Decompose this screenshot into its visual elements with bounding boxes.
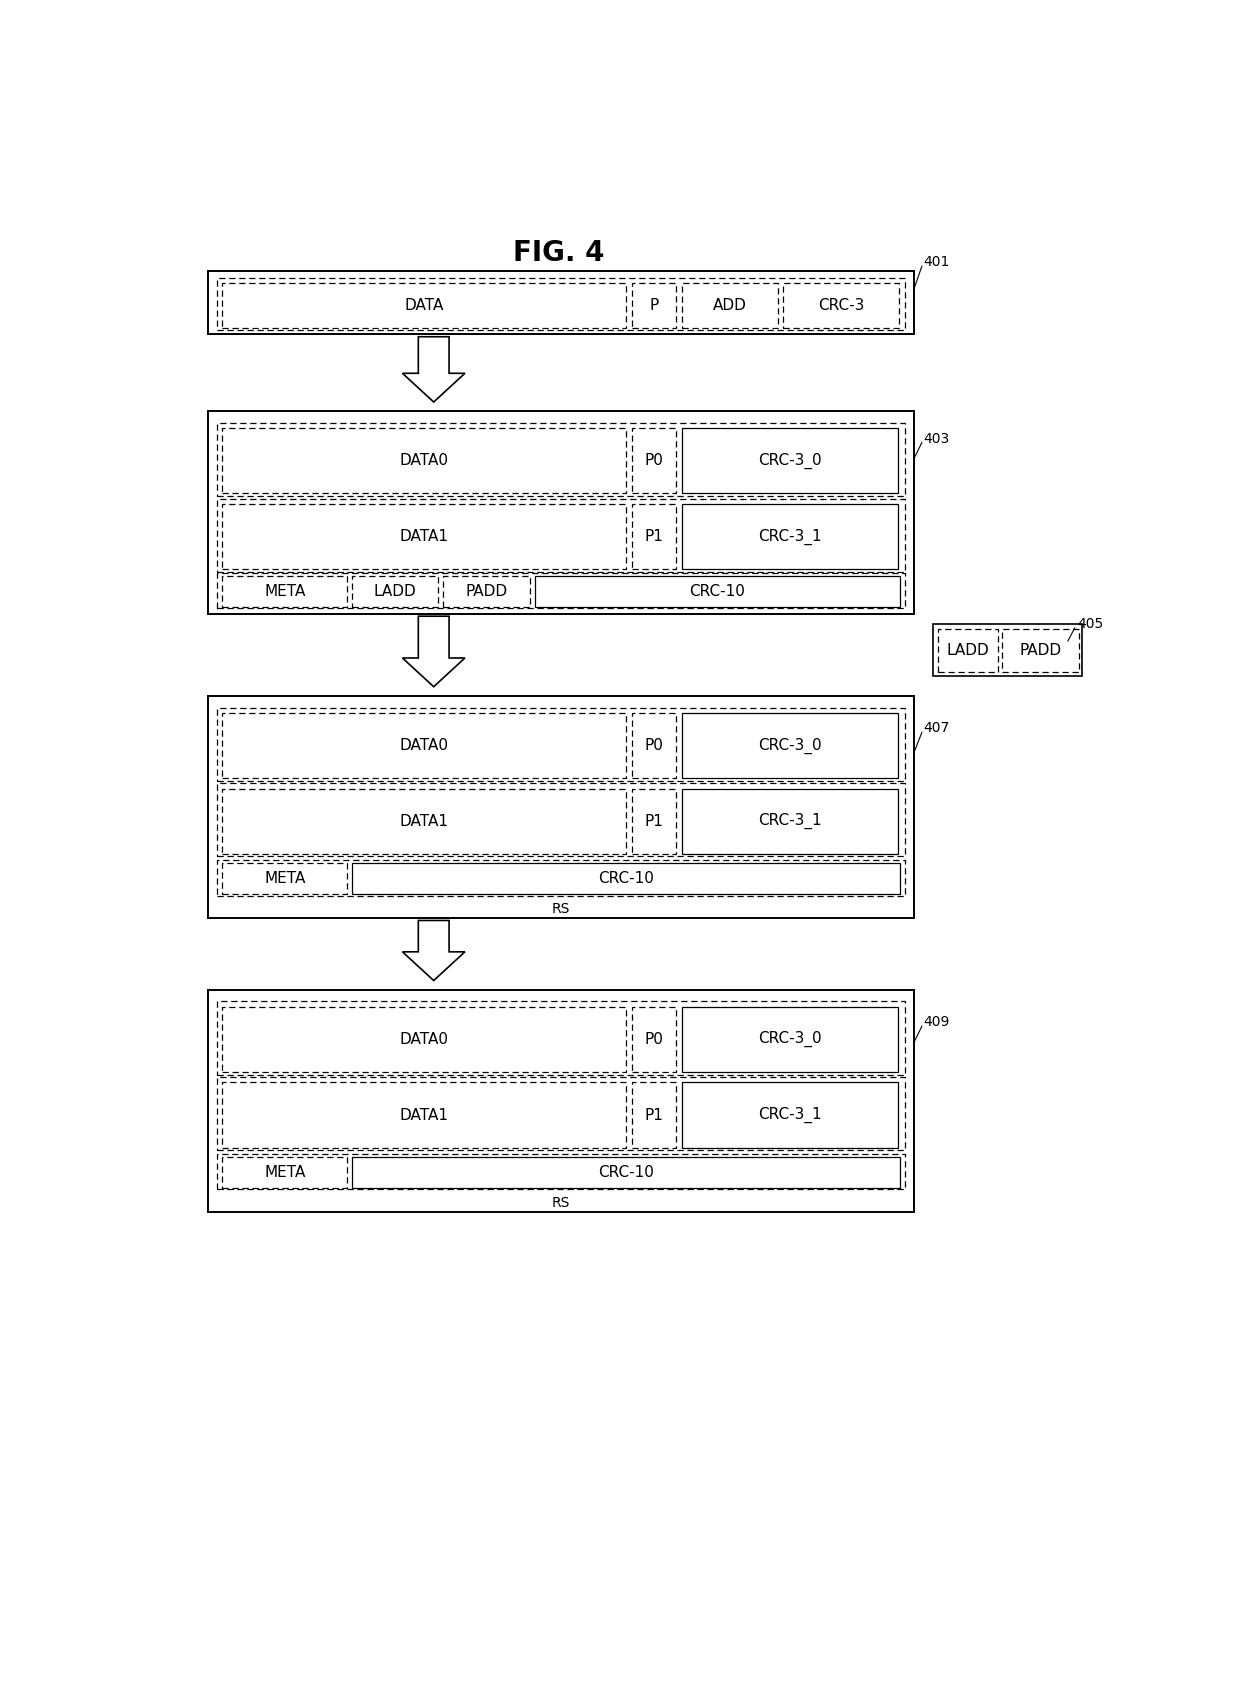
Bar — [682, 789, 898, 853]
Text: CRC-3_1: CRC-3_1 — [758, 812, 822, 829]
Text: 403: 403 — [924, 431, 950, 446]
Bar — [222, 283, 626, 327]
Bar — [217, 422, 905, 495]
Text: DATA: DATA — [404, 298, 444, 312]
Polygon shape — [403, 616, 465, 687]
Text: DATA0: DATA0 — [399, 453, 449, 468]
Text: P0: P0 — [645, 453, 663, 468]
Bar — [352, 863, 900, 894]
Text: P0: P0 — [645, 1031, 663, 1046]
Text: ADD: ADD — [713, 298, 746, 312]
Text: CRC-3_1: CRC-3_1 — [758, 1107, 822, 1123]
Bar — [444, 575, 529, 607]
Bar — [631, 1007, 676, 1072]
Text: 401: 401 — [924, 256, 950, 270]
Text: CRC-3_0: CRC-3_0 — [758, 1031, 822, 1048]
Bar — [631, 283, 676, 327]
Bar — [217, 573, 905, 609]
Bar — [222, 1082, 626, 1148]
Bar — [631, 789, 676, 853]
Text: RS: RS — [552, 902, 569, 916]
Bar — [217, 707, 905, 780]
Text: LADD: LADD — [946, 643, 990, 658]
Text: P1: P1 — [645, 814, 663, 829]
Text: LADD: LADD — [374, 583, 417, 599]
Bar — [631, 504, 676, 570]
Text: META: META — [264, 1165, 305, 1180]
Bar — [222, 427, 626, 494]
Text: CRC-10: CRC-10 — [689, 583, 745, 599]
Text: P1: P1 — [645, 1107, 663, 1123]
Bar — [784, 283, 899, 327]
Text: CRC-3_1: CRC-3_1 — [758, 529, 822, 544]
Text: DATA0: DATA0 — [399, 1031, 449, 1046]
Bar — [352, 575, 439, 607]
Bar — [631, 427, 676, 494]
Bar — [939, 629, 998, 672]
Bar — [682, 712, 898, 778]
Bar — [222, 504, 626, 570]
Bar — [682, 1007, 898, 1072]
Text: 409: 409 — [924, 1016, 950, 1029]
Bar — [222, 863, 347, 894]
Bar — [208, 271, 914, 334]
Bar — [217, 860, 905, 895]
Bar — [631, 712, 676, 778]
Text: DATA1: DATA1 — [399, 814, 449, 829]
Text: FIG. 4: FIG. 4 — [513, 239, 604, 268]
Text: P0: P0 — [645, 738, 663, 753]
Bar — [222, 712, 626, 778]
Bar — [682, 427, 898, 494]
Text: CRC-3_0: CRC-3_0 — [758, 453, 822, 468]
Text: CRC-10: CRC-10 — [598, 1165, 653, 1180]
Bar — [217, 1077, 905, 1150]
Polygon shape — [403, 338, 465, 402]
Bar — [217, 1155, 905, 1189]
Bar — [222, 789, 626, 853]
Text: CRC-3: CRC-3 — [818, 298, 864, 312]
Bar — [631, 1082, 676, 1148]
Bar — [682, 283, 777, 327]
Bar — [217, 1001, 905, 1075]
Bar — [222, 1007, 626, 1072]
Bar — [208, 695, 914, 918]
Text: 405: 405 — [1078, 617, 1104, 631]
Bar — [682, 1082, 898, 1148]
Text: P1: P1 — [645, 529, 663, 544]
Text: PADD: PADD — [465, 583, 507, 599]
Bar — [222, 575, 347, 607]
Bar — [352, 1157, 900, 1189]
Bar — [208, 990, 914, 1211]
Text: META: META — [264, 872, 305, 887]
Bar — [682, 504, 898, 570]
Text: META: META — [264, 583, 305, 599]
Bar — [217, 784, 905, 856]
Bar — [208, 410, 914, 614]
Text: CRC-10: CRC-10 — [598, 872, 653, 887]
Text: DATA0: DATA0 — [399, 738, 449, 753]
Bar — [222, 1157, 347, 1189]
Polygon shape — [403, 921, 465, 980]
Bar — [217, 278, 905, 331]
Bar — [217, 499, 905, 572]
Text: DATA1: DATA1 — [399, 1107, 449, 1123]
Bar — [1002, 629, 1079, 672]
Text: DATA1: DATA1 — [399, 529, 449, 544]
Bar — [934, 624, 1083, 677]
Text: P: P — [649, 298, 658, 312]
Bar — [534, 575, 900, 607]
Text: 407: 407 — [924, 721, 950, 736]
Text: RS: RS — [552, 1196, 569, 1209]
Text: CRC-3_0: CRC-3_0 — [758, 738, 822, 753]
Text: PADD: PADD — [1019, 643, 1061, 658]
